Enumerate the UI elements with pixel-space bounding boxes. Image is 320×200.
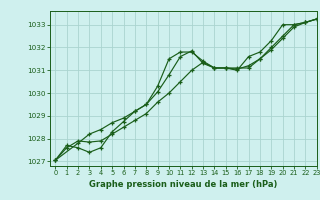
X-axis label: Graphe pression niveau de la mer (hPa): Graphe pression niveau de la mer (hPa) [89,180,277,189]
